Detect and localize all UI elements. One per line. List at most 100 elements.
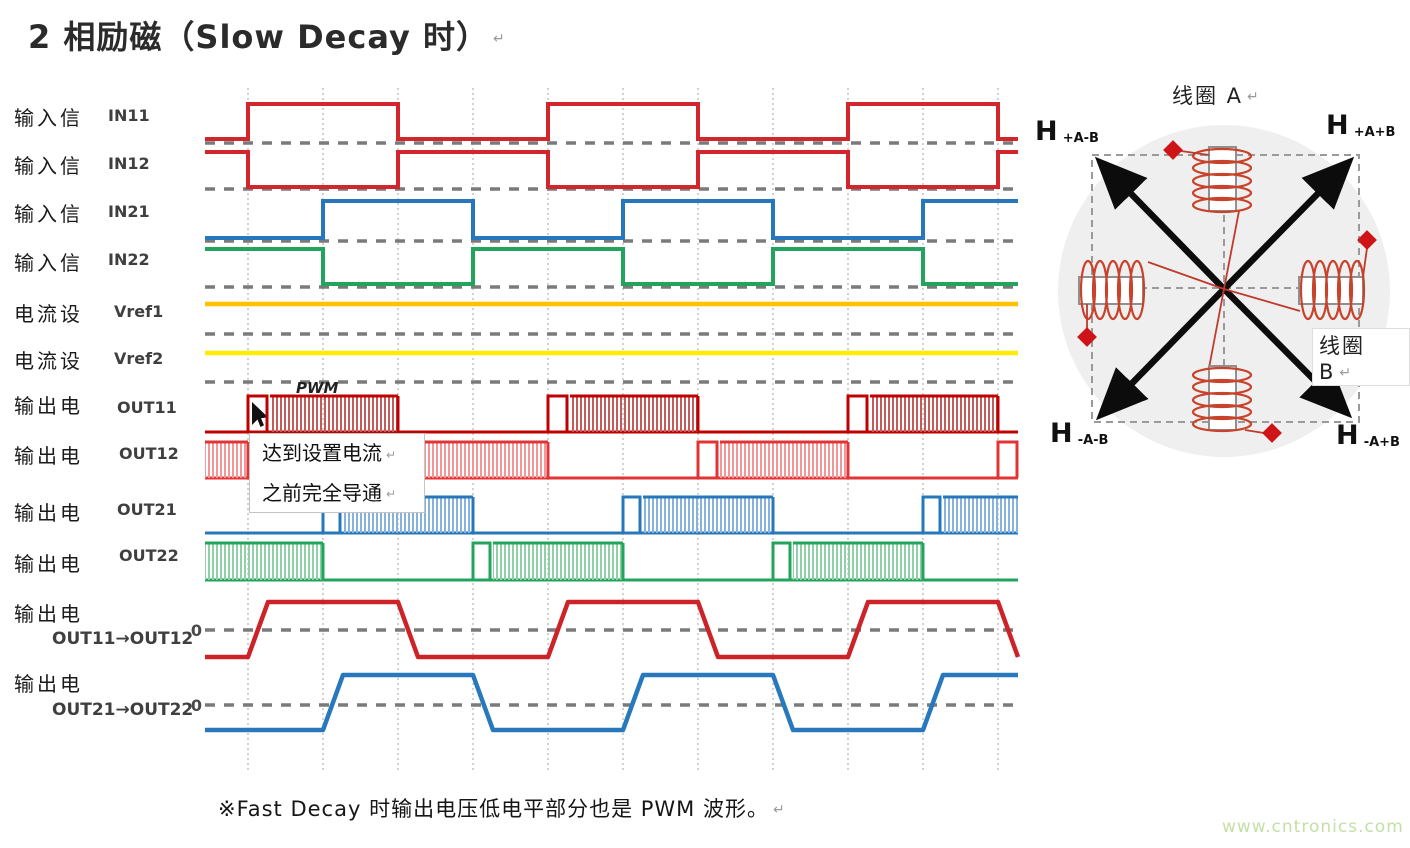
vector-minus-a-minus-b bbox=[1095, 286, 1227, 421]
vector-sub: +A-B bbox=[1062, 131, 1099, 146]
row-label-cn-out21: 输出电 bbox=[14, 501, 83, 525]
row-label-cn-current-a: 输出电 bbox=[14, 602, 83, 626]
cursor-arrow-icon bbox=[252, 402, 268, 427]
coil-bottom bbox=[1191, 365, 1253, 433]
signal-OUT21 bbox=[205, 495, 1018, 535]
signal-name-out22: OUT22 bbox=[119, 546, 179, 565]
signal-Vref2 bbox=[205, 350, 1018, 384]
row-label-cn-in22: 输入信 bbox=[14, 251, 83, 275]
full-on-pulse bbox=[696, 440, 719, 478]
watermark: www.cntronics.com bbox=[1222, 817, 1404, 837]
current-waveform bbox=[205, 672, 1018, 733]
diamond-bottom bbox=[1262, 423, 1282, 443]
signal-IN11 bbox=[205, 102, 1018, 145]
callout-text-2: 之前完全导通 bbox=[262, 480, 382, 505]
diamond-top bbox=[1163, 140, 1183, 160]
full-on-pulse bbox=[246, 394, 269, 432]
full-on-pulse bbox=[546, 394, 569, 432]
signal-name-in12: IN12 bbox=[108, 154, 150, 173]
pwm-hatch bbox=[870, 396, 998, 432]
vector-h: H bbox=[1050, 418, 1073, 449]
pwm-annotation: PWM bbox=[296, 379, 339, 397]
return-mark: ↵ bbox=[1339, 365, 1354, 381]
coil-right bbox=[1298, 259, 1366, 321]
vector-plus-a-minus-b bbox=[1094, 156, 1227, 292]
row-label-cn-out22: 输出电 bbox=[14, 552, 83, 576]
signal-name-in22: IN22 bbox=[108, 250, 150, 269]
coil-a-text: 线圈 A bbox=[1172, 84, 1244, 108]
vector-sub: +A+B bbox=[1353, 125, 1396, 140]
coil-b-label: 线圈 B ↵ bbox=[1312, 328, 1410, 386]
footnote: ※Fast Decay 时输出电压低电平部分也是 PWM 波形。 ↵ bbox=[218, 793, 786, 823]
full-on-pulse bbox=[846, 394, 869, 432]
signal-name-vref1: Vref1 bbox=[114, 302, 164, 321]
terminal-diamonds bbox=[1077, 140, 1377, 443]
signal-name-current-b: OUT21→OUT22 bbox=[52, 700, 194, 720]
row-label-cn-vref1: 电流设 bbox=[14, 302, 83, 326]
pwm-hatch bbox=[205, 543, 323, 580]
page-title: 2 相励磁（Slow Decay 时） ↵ bbox=[28, 12, 506, 58]
row-label-cn-vref2: 电流设 bbox=[14, 349, 83, 373]
zero-label: 0 bbox=[191, 696, 202, 715]
pwm-hatch bbox=[420, 442, 548, 478]
row-label-cn-in21: 输入信 bbox=[14, 202, 83, 226]
pwm-hatch bbox=[570, 396, 698, 432]
coil-a-label: 线圈 A ↵ bbox=[1172, 80, 1261, 110]
signal-name-out12: OUT12 bbox=[119, 444, 179, 463]
waveform-line bbox=[205, 199, 1018, 240]
coil-top bbox=[1191, 146, 1253, 214]
diamond-left bbox=[1077, 327, 1097, 347]
signal-OUT11-OUT12: 0 bbox=[191, 599, 1021, 660]
diamond-right bbox=[1357, 230, 1377, 250]
callout-line-2: 之前完全导通 ↵ bbox=[262, 474, 424, 514]
waveform-line bbox=[205, 150, 1018, 189]
full-on-pulse bbox=[621, 495, 642, 533]
waveform-line bbox=[205, 102, 1018, 141]
vector-h: H bbox=[1035, 116, 1058, 147]
field-vectors bbox=[1094, 156, 1355, 421]
pwm-hatch bbox=[493, 543, 623, 580]
zero-label: 0 bbox=[191, 621, 202, 640]
signal-IN12 bbox=[205, 150, 1018, 191]
pwm-hatch bbox=[720, 442, 848, 478]
signal-name-in11: IN11 bbox=[108, 106, 150, 125]
signal-name-in21: IN21 bbox=[108, 202, 150, 221]
signal-name-current-a: OUT11→OUT12 bbox=[52, 629, 194, 649]
vector-plus-a-plus-b bbox=[1221, 156, 1355, 292]
page-title-text: 2 相励磁（Slow Decay 时） bbox=[28, 18, 489, 56]
return-mark: ↵ bbox=[386, 447, 397, 462]
signal-name-out21: OUT21 bbox=[117, 500, 177, 519]
full-on-pulse bbox=[471, 541, 492, 580]
row-label-cn-in12: 输入信 bbox=[14, 154, 83, 178]
return-mark: ↵ bbox=[772, 802, 786, 818]
vector-label-plus-a-plus-b: H +A+B bbox=[1326, 110, 1395, 141]
signal-name-vref2: Vref2 bbox=[114, 349, 164, 368]
full-on-pulse bbox=[996, 440, 1019, 478]
signal-OUT11 bbox=[205, 394, 1018, 434]
full-on-pulse bbox=[921, 495, 942, 533]
vector-label-plus-a-minus-b: H +A-B bbox=[1035, 116, 1099, 147]
return-mark: ↵ bbox=[386, 487, 397, 501]
return-mark: ↵ bbox=[1247, 89, 1261, 105]
signal-IN21 bbox=[205, 199, 1018, 243]
callout-box: 达到设置电流 ↵ 之前完全导通 ↵ bbox=[249, 433, 425, 513]
callout-line-1: 达到设置电流 ↵ bbox=[262, 434, 424, 474]
coil-left bbox=[1078, 259, 1146, 321]
full-on-pulse bbox=[771, 541, 792, 580]
signal-IN22 bbox=[205, 247, 1018, 289]
vector-h: H bbox=[1336, 420, 1359, 451]
waveform-line bbox=[205, 247, 1018, 286]
signal-Vref1 bbox=[205, 301, 1018, 336]
vector-sub: -A-B bbox=[1077, 433, 1109, 448]
return-mark: ↵ bbox=[492, 31, 506, 47]
center-wires bbox=[1147, 210, 1301, 369]
pwm-hatch bbox=[643, 497, 773, 533]
signal-OUT22 bbox=[205, 541, 1018, 582]
row-label-cn-out11: 输出电 bbox=[14, 394, 83, 418]
vector-h: H bbox=[1326, 110, 1349, 141]
row-label-cn-current-b: 输出电 bbox=[14, 672, 83, 696]
footnote-text: ※Fast Decay 时输出电压低电平部分也是 PWM 波形。 bbox=[218, 797, 769, 821]
signal-name-out11: OUT11 bbox=[117, 398, 177, 417]
